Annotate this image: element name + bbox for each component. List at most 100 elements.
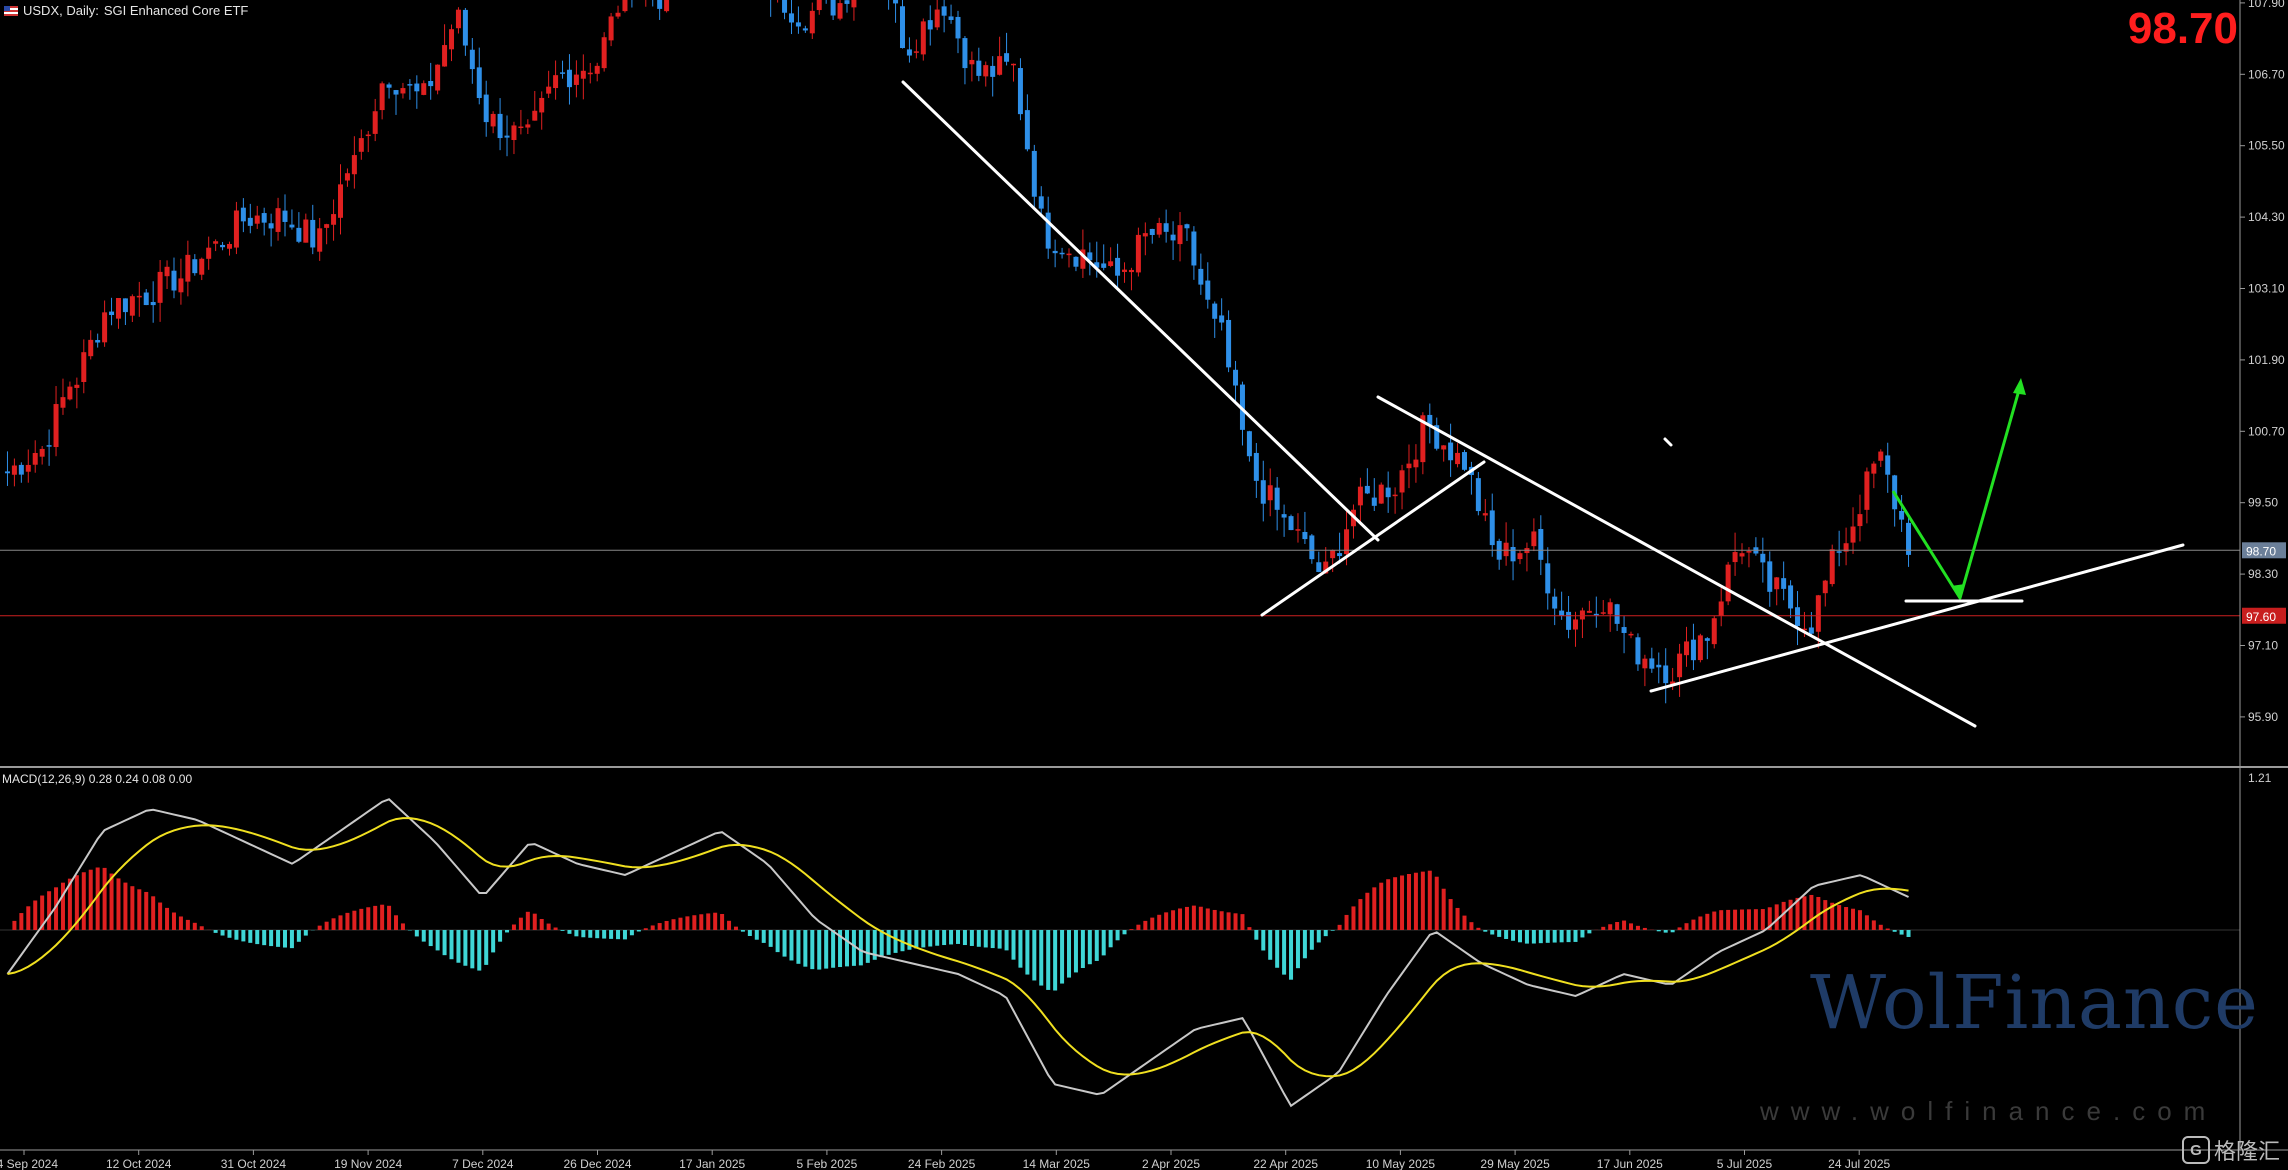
- macd-histogram-bar: [1656, 930, 1661, 932]
- candle-body: [1344, 529, 1350, 555]
- macd-histogram-bar: [421, 930, 426, 942]
- x-tick-label: 5 Feb 2025: [797, 1157, 858, 1170]
- macd-histogram-bar: [886, 930, 891, 955]
- candle-body: [407, 84, 413, 86]
- candle-body: [1482, 513, 1488, 516]
- y-tick-label: 97.10: [2248, 639, 2278, 653]
- candle-body: [95, 340, 101, 343]
- candle-body: [601, 37, 607, 69]
- macd-histogram-bar: [1205, 908, 1210, 930]
- macd-histogram-bar: [1191, 905, 1196, 930]
- macd-histogram-bar: [1372, 887, 1377, 930]
- macd-histogram-bar: [1691, 919, 1696, 930]
- macd-histogram-bar: [962, 930, 967, 946]
- candle-body: [1219, 315, 1225, 323]
- macd-histogram-bar: [123, 882, 128, 930]
- macd-histogram-bar: [81, 872, 86, 930]
- macd-histogram-bar: [1712, 911, 1717, 930]
- candle-body: [1538, 529, 1544, 560]
- macd-histogram-bar: [1087, 930, 1092, 965]
- y-tick-label: 103.10: [2248, 282, 2285, 296]
- macd-histogram-bar: [95, 867, 100, 930]
- macd-histogram-bar: [1295, 930, 1300, 969]
- candle-body: [893, 0, 899, 4]
- x-tick-label: 12 Oct 2024: [106, 1157, 172, 1170]
- macd-panel: 1.21: [0, 771, 2272, 1108]
- candle-body: [60, 397, 66, 408]
- candle-body: [1302, 531, 1308, 540]
- macd-histogram-bar: [338, 915, 343, 930]
- candle-body: [1746, 551, 1752, 553]
- macd-histogram-bar: [380, 904, 385, 930]
- macd-histogram-bar: [956, 930, 960, 944]
- candle-body: [1795, 607, 1801, 626]
- candle-body: [1011, 63, 1017, 66]
- macd-histogram-bar: [879, 930, 884, 958]
- macd-histogram-bar: [1302, 930, 1307, 959]
- macd-histogram-bar: [234, 930, 239, 940]
- macd-histogram-bar: [1150, 917, 1155, 930]
- candle-body: [1184, 224, 1190, 229]
- macd-histogram-bar: [900, 930, 905, 952]
- macd-histogram-bar: [824, 930, 829, 969]
- candle-body: [247, 217, 253, 226]
- gelonghui-logo: G 格隆汇: [2181, 1134, 2280, 1166]
- macd-histogram-bar: [1642, 927, 1647, 930]
- macd-histogram-bar: [636, 930, 641, 932]
- candle-body: [1413, 459, 1419, 468]
- macd-histogram-bar: [581, 930, 586, 938]
- macd-histogram-bar: [1018, 930, 1023, 968]
- macd-histogram-bar: [1490, 930, 1495, 935]
- candle-body: [1510, 547, 1516, 562]
- macd-histogram-bar: [1823, 900, 1828, 930]
- candle-body: [1080, 249, 1086, 269]
- candle-body: [969, 59, 975, 65]
- macd-histogram-bar: [1046, 930, 1051, 990]
- candle-body: [1281, 514, 1287, 518]
- candle-body: [365, 134, 371, 137]
- macd-histogram-bar: [1053, 930, 1058, 991]
- candle-body: [1024, 110, 1030, 150]
- small-dash-mark: [1663, 437, 1673, 447]
- candle-body: [1815, 595, 1821, 632]
- macd-histogram-bar: [151, 896, 156, 930]
- macd-histogram-bar: [102, 867, 107, 930]
- macd-histogram-bar: [116, 878, 121, 930]
- x-tick-label: 24 Jul 2025: [1828, 1157, 1890, 1170]
- candle-body: [546, 86, 552, 94]
- macd-histogram-bar: [782, 930, 787, 957]
- macd-histogram-bar: [1767, 907, 1772, 930]
- macd-histogram-bar: [158, 902, 163, 930]
- candle-body: [927, 20, 933, 30]
- macd-histogram-bar: [1254, 930, 1259, 940]
- macd-histogram-bar: [525, 911, 530, 930]
- macd-label: MACD(12,26,9) 0.28 0.24 0.08 0.00: [2, 772, 193, 786]
- candle-body: [240, 207, 246, 222]
- macd-histogram-bar: [588, 930, 593, 938]
- macd-histogram-bar: [858, 930, 863, 966]
- macd-histogram-bar: [1330, 930, 1335, 931]
- candle-body: [1559, 610, 1565, 616]
- candle-body: [983, 65, 989, 77]
- candle-body: [351, 155, 357, 175]
- candle-body: [1239, 384, 1245, 430]
- candle-body: [1316, 562, 1322, 572]
- candle-body: [296, 227, 302, 242]
- candle-body: [560, 72, 566, 74]
- macd-histogram-bar: [1004, 930, 1009, 951]
- candle-body: [143, 292, 149, 306]
- macd-histogram-bar: [532, 913, 537, 930]
- candle-body: [1170, 234, 1176, 241]
- macd-histogram-bar: [1275, 930, 1280, 968]
- macd-histogram-bar: [1289, 930, 1294, 980]
- macd-histogram-bar: [643, 928, 648, 930]
- candle-body: [1122, 269, 1128, 272]
- macd-histogram-bar: [997, 930, 1002, 949]
- macd-histogram-bar: [838, 930, 843, 968]
- macd-histogram-bar: [1309, 930, 1314, 950]
- macd-histogram-bar: [1122, 930, 1127, 935]
- macd-histogram-bar: [1073, 930, 1078, 973]
- support-tag-box: [2242, 607, 2286, 624]
- candle-body: [1781, 578, 1787, 589]
